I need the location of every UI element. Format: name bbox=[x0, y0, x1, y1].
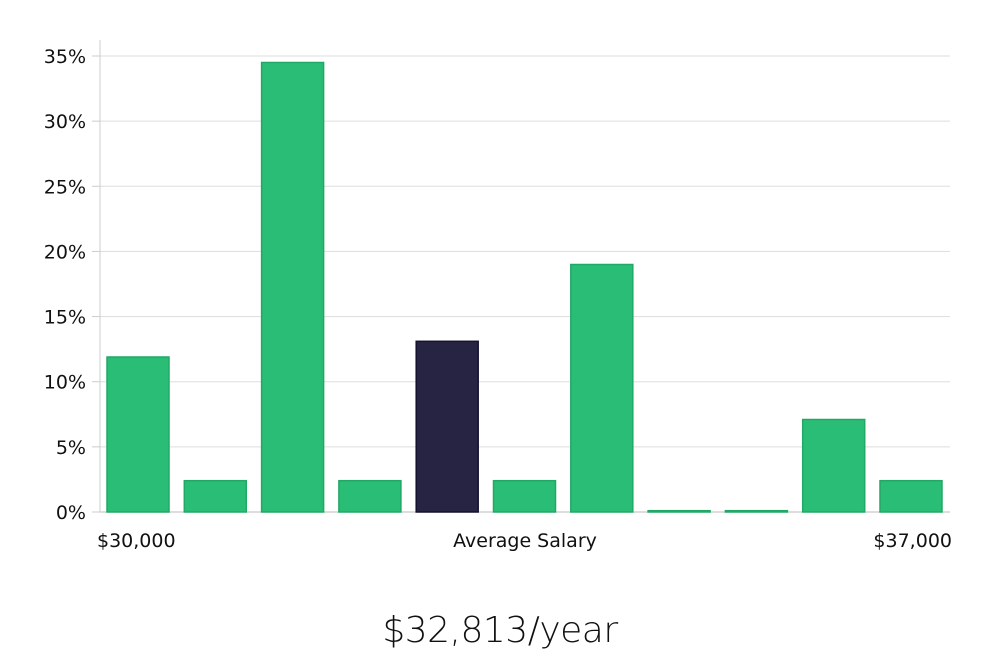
bars bbox=[106, 61, 943, 513]
bar bbox=[879, 479, 943, 513]
bar bbox=[260, 61, 325, 513]
y-tick-label: 35% bbox=[44, 46, 86, 68]
y-axis-ticks: 0% 5% 10% 15% 20% 25% 30% 35% bbox=[44, 46, 100, 524]
y-tick-label: 10% bbox=[44, 372, 86, 394]
y-tick-label: 0% bbox=[56, 502, 86, 524]
x-axis-title: Average Salary bbox=[453, 530, 597, 552]
bar bbox=[647, 509, 711, 513]
bar-highlighted bbox=[415, 340, 479, 513]
x-max-label: $37,000 bbox=[873, 530, 952, 552]
y-tick-label: 5% bbox=[56, 437, 86, 459]
bar bbox=[106, 356, 170, 513]
y-tick-label: 15% bbox=[44, 307, 86, 329]
salary-histogram: 0% 5% 10% 15% 20% 25% 30% 35% $30,000 Average S… bbox=[44, 40, 952, 552]
y-tick-label: 20% bbox=[44, 241, 86, 263]
average-salary-value: $32,813/year bbox=[382, 610, 618, 651]
bar bbox=[492, 479, 557, 513]
bar bbox=[724, 509, 789, 513]
bar bbox=[801, 418, 866, 513]
bar bbox=[338, 479, 402, 513]
y-tick-label: 30% bbox=[44, 111, 86, 133]
x-min-label: $30,000 bbox=[97, 530, 176, 552]
bar bbox=[183, 479, 248, 513]
y-tick-label: 25% bbox=[44, 176, 86, 198]
grid-lines bbox=[100, 55, 950, 513]
bar bbox=[570, 263, 634, 513]
